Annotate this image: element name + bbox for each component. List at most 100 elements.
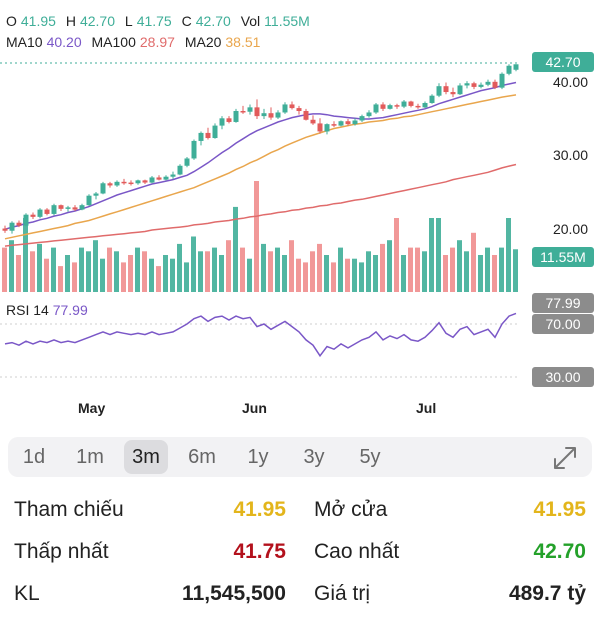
candle-body	[457, 85, 463, 95]
chart-grid	[0, 62, 520, 378]
candle-body	[100, 183, 106, 194]
volume-bar	[212, 247, 217, 292]
candle-body	[226, 118, 232, 122]
candle-body	[65, 207, 71, 209]
volume-bar	[93, 240, 98, 292]
volume-bar	[436, 218, 441, 292]
volume-bar	[58, 266, 63, 292]
volume-bar	[464, 251, 469, 292]
trade-value-label: Giá trị	[314, 582, 371, 605]
candle-body	[149, 177, 155, 183]
volume-bar	[170, 258, 175, 292]
volume-bar	[100, 258, 105, 292]
candle-body	[345, 121, 351, 125]
candle-body	[170, 174, 176, 177]
range-1y-button[interactable]: 1y	[247, 446, 269, 468]
candle-body	[282, 104, 288, 113]
candle-body	[79, 205, 85, 210]
volume-bar	[177, 243, 182, 292]
volume-bar	[443, 255, 448, 292]
volume-bar	[471, 232, 476, 292]
volume-bar	[44, 258, 49, 292]
moving-average-header: MA10 40.20 MA100 28.97 MA20 38.51	[6, 33, 260, 51]
candle-body	[51, 205, 57, 214]
volume-bar	[373, 255, 378, 292]
candle-body	[394, 105, 400, 107]
volume-bar	[415, 247, 420, 292]
volume-bar	[121, 262, 126, 292]
candle-body	[37, 209, 43, 217]
low-price-value: 41.75	[233, 540, 286, 563]
open-price-label: Mở cửa	[314, 498, 388, 521]
volume-tag: 11.55M	[532, 247, 594, 267]
price-chart[interactable]	[0, 0, 600, 600]
ma20-line	[4, 94, 517, 240]
volume-bar	[23, 218, 28, 292]
volume-bar	[324, 255, 329, 292]
volume-bar	[226, 240, 231, 292]
volume-bar	[380, 243, 385, 292]
candle-body	[2, 228, 8, 231]
range-6m-button[interactable]: 6m	[188, 446, 216, 468]
ma100-line	[4, 163, 517, 247]
volume-bar	[345, 258, 350, 292]
candle-body	[240, 111, 246, 113]
range-1m-button[interactable]: 1m	[76, 446, 104, 468]
candle-body	[450, 92, 456, 95]
candle-body	[352, 120, 358, 125]
volume-bar	[65, 255, 70, 292]
candle-body	[443, 86, 449, 93]
volume-bar	[499, 247, 504, 292]
stats-row-volume-value: KL 11,545,500 Giá trị 489.7 tỷ	[0, 578, 600, 618]
volume-bar	[163, 255, 168, 292]
open-price-value: 41.95	[533, 498, 586, 521]
volume-bar	[128, 255, 133, 292]
ma100-value: 28.97	[139, 34, 175, 50]
candle-body	[492, 81, 498, 88]
volume-bar	[275, 247, 280, 292]
volume-bar	[282, 255, 287, 292]
volume-bar	[156, 266, 161, 292]
volume-bar	[394, 218, 399, 292]
volume-stat-value: 11,545,500	[182, 582, 286, 605]
volume-bar	[240, 247, 245, 292]
high-price-value: 42.70	[533, 540, 586, 563]
volume-bar	[338, 247, 343, 292]
reference-value: 41.95	[233, 498, 286, 521]
candle-body	[163, 176, 169, 180]
candle-body	[212, 125, 218, 139]
volume-bar	[408, 247, 413, 292]
volume-bar	[198, 251, 203, 292]
price-axis-label: 20.00	[552, 221, 588, 237]
volume-bars	[2, 181, 518, 292]
volume-bar	[16, 255, 21, 292]
high-label: H	[65, 13, 76, 29]
candle-body	[338, 121, 344, 126]
volume-bar	[107, 247, 112, 292]
range-3m-button[interactable]: 3m	[124, 440, 168, 474]
ma10-label: MA10	[6, 34, 43, 50]
candle-body	[156, 177, 162, 180]
candle-body	[128, 182, 134, 185]
volume-bar	[387, 240, 392, 292]
volume-bar	[422, 251, 427, 292]
candle-body	[303, 111, 309, 120]
volume-bar	[359, 262, 364, 292]
volume-bar	[303, 262, 308, 292]
range-3y-button[interactable]: 3y	[303, 446, 325, 468]
candle-body	[247, 107, 253, 112]
volume-bar	[506, 218, 511, 292]
candle-body	[184, 158, 190, 166]
expand-icon[interactable]	[552, 445, 578, 471]
volume-bar	[261, 243, 266, 292]
range-selector	[8, 437, 592, 477]
month-label-may: May	[78, 400, 106, 416]
range-1d-button[interactable]: 1d	[22, 446, 46, 468]
range-5y-button[interactable]: 5y	[359, 446, 381, 468]
volume-bar	[366, 251, 371, 292]
candle-body	[310, 119, 316, 124]
candle-body	[58, 205, 64, 209]
rsi-header: RSI 14 77.99	[6, 302, 88, 318]
candle-body	[408, 101, 414, 106]
candle-body	[142, 180, 148, 183]
